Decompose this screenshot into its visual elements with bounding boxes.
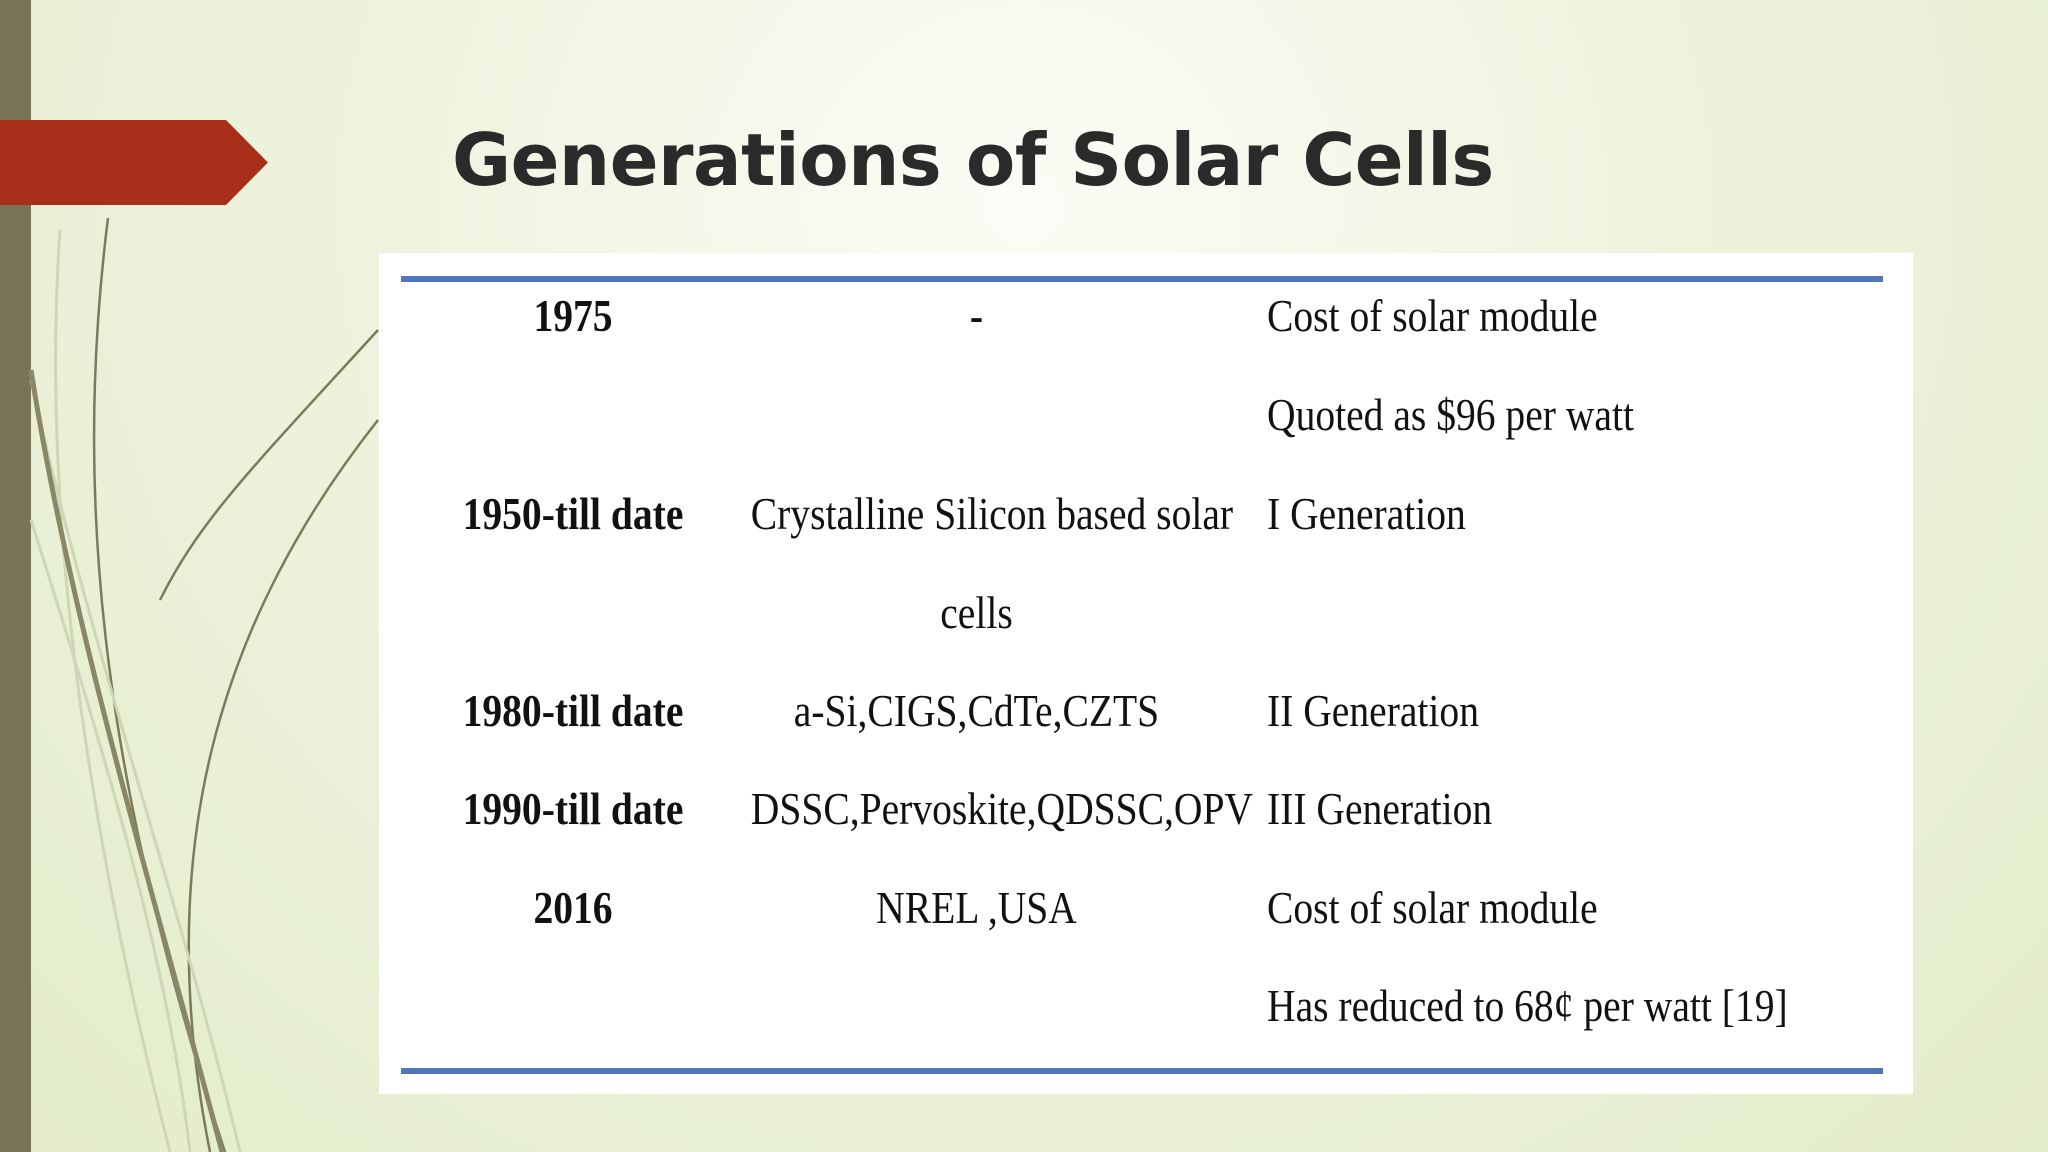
table-bottom-rule — [401, 1068, 1883, 1074]
table-cell-description: III Generation — [1267, 783, 1493, 834]
table-cell-technology: DSSC,Pervoskite,QDSSC,OPV — [750, 783, 1254, 834]
table-cell-technology: a-Si,CIGS,CdTe,CZTS — [793, 685, 1160, 736]
table-cell-year: 1980-till date — [462, 685, 684, 736]
decorative-swirl-lines — [28, 217, 379, 1152]
solar-generations-table: 1975 - Cost of solar module Quoted as $9… — [379, 253, 1913, 1094]
table-cell-description: Quoted as $96 per watt — [1267, 389, 1634, 440]
table-cell-description: II Generation — [1267, 685, 1479, 736]
slide-title: Generations of Solar Cells — [452, 118, 1494, 202]
table-cell-technology: - — [969, 290, 984, 341]
table-cell-technology: cells — [940, 587, 1013, 638]
table-cell-description: Cost of solar module — [1267, 290, 1598, 341]
table-cell-year: 2016 — [533, 882, 613, 933]
table-cell-technology: NREL ,USA — [876, 882, 1077, 933]
table-top-rule — [401, 276, 1883, 282]
table-cell-description: Has reduced to 68¢ per watt [19] — [1267, 980, 1788, 1031]
table-cell-description: I Generation — [1267, 488, 1466, 539]
table-cell-year: 1950-till date — [462, 488, 684, 539]
table-cell-description: Cost of solar module — [1267, 882, 1598, 933]
table-cell-year: 1990-till date — [462, 783, 684, 834]
table-cell-year: 1975 — [533, 290, 613, 341]
table-cell-technology: Crystalline Silicon based solar — [750, 488, 1234, 539]
title-arrow-accent — [0, 120, 268, 205]
